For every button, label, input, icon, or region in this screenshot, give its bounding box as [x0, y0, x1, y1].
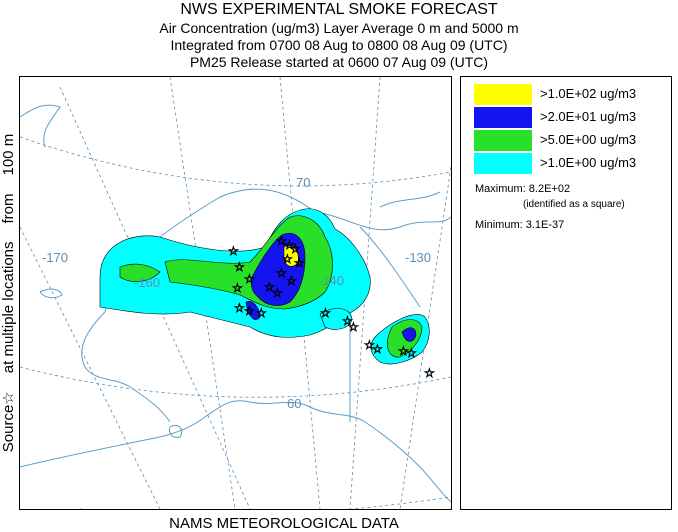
source-star: ☆	[234, 260, 245, 274]
smoke-plume	[99, 208, 430, 365]
legend-swatch	[474, 130, 532, 151]
integration-period: Integrated from 0700 08 Aug to 0800 08 A…	[170, 37, 508, 53]
lon-140-label: -140	[318, 273, 344, 288]
star-glyph: ☆	[0, 391, 17, 405]
west-coast	[81, 311, 171, 423]
kodiak-island	[169, 424, 183, 438]
source-star: ☆	[294, 256, 305, 270]
legend-label: >1.0E+00 ug/m3	[540, 155, 637, 170]
source-star: ☆	[276, 266, 287, 280]
source-star: ☆	[244, 304, 255, 318]
meridian-120	[399, 166, 451, 509]
source-star: ☆	[364, 338, 375, 352]
lat-60-label: 60	[287, 396, 301, 411]
maximum-note: (identified as a square)	[523, 199, 625, 210]
from-word: from	[0, 193, 17, 224]
lon-130-label: -130	[405, 250, 431, 265]
legend-panel: >1.0E+02 ug/m3 >2.0E+01 ug/m3 >5.0E+00 u…	[460, 76, 672, 510]
forecast-title: NWS EXPERIMENTAL SMOKE FORECAST	[180, 1, 498, 18]
source-star: ☆	[284, 238, 295, 252]
source-star: ☆	[424, 366, 435, 380]
legend-item-blue: >2.0E+01 ug/m3	[474, 107, 664, 128]
source-star: ☆	[348, 320, 359, 334]
legend-swatch	[474, 153, 532, 174]
source-star: ☆	[244, 272, 255, 286]
source-word: Source	[0, 404, 17, 453]
parallel-50	[80, 496, 451, 509]
legend-swatch	[474, 107, 532, 128]
yellow-contour-core	[283, 245, 299, 267]
source-markers: ☆ ☆ ☆ ☆ ☆ ☆ ☆ ☆ ☆ ☆ ☆ ☆ ☆ ☆ ☆ ☆ ☆ ☆ ☆ ☆ …	[228, 234, 436, 381]
legend-label: >2.0E+01 ug/m3	[540, 109, 637, 124]
meridian-170	[20, 226, 161, 509]
canada-rivers	[359, 191, 441, 308]
source-star: ☆	[282, 252, 293, 266]
meridian-160	[59, 86, 251, 509]
maximum-value: Maximum: 8.2E+02	[475, 183, 571, 195]
blue-contour-south	[245, 301, 261, 320]
blue-contour-yukon	[401, 327, 417, 342]
source-label: Source☆ at multiple locations from 100 m	[0, 73, 18, 513]
locations-text: at multiple locations	[0, 241, 17, 374]
source-star: ☆	[406, 346, 417, 360]
aleutian-chain	[20, 416, 206, 468]
south-coast	[204, 400, 366, 423]
cyan-contour-east	[319, 308, 353, 330]
source-star: ☆	[228, 244, 239, 258]
source-star: ☆	[264, 280, 275, 294]
source-star: ☆	[372, 342, 383, 356]
legend-item-cyan: >1.0E+00 ug/m3	[474, 153, 664, 174]
smoke-map: ☆ ☆ ☆ ☆ ☆ ☆ ☆ ☆ ☆ ☆ ☆ ☆ ☆ ☆ ☆ ☆ ☆ ☆ ☆ ☆ …	[20, 77, 451, 509]
met-data-footer: NAMS METEOROLOGICAL DATA	[169, 515, 399, 532]
source-star: ☆	[234, 301, 245, 315]
lon-160-label: -160	[134, 275, 160, 290]
lon-170-label: -170	[42, 250, 68, 265]
legend-item-green: >5.0E+00 ug/m3	[474, 130, 664, 151]
source-star: ☆	[272, 286, 283, 300]
lat-70-label: 70	[296, 175, 310, 190]
height-text: 100 m	[0, 133, 17, 176]
minimum-value: Minimum: 3.1E-37	[475, 219, 565, 231]
source-star: ☆	[256, 306, 267, 320]
parallel-70	[20, 136, 451, 187]
legend-label: >5.0E+00 ug/m3	[540, 132, 637, 147]
source-star: ☆	[276, 234, 287, 248]
green-contour-west	[119, 263, 161, 282]
source-star: ☆	[320, 306, 331, 320]
map-panel: ☆ ☆ ☆ ☆ ☆ ☆ ☆ ☆ ☆ ☆ ☆ ☆ ☆ ☆ ☆ ☆ ☆ ☆ ☆ ☆ …	[19, 76, 452, 510]
legend-label: >1.0E+02 ug/m3	[540, 86, 637, 101]
source-star: ☆	[286, 274, 297, 288]
concentration-subtitle: Air Concentration (ug/m3) Layer Average …	[159, 20, 519, 36]
graticule-labels: -170 -160 -140 -130 70 60	[42, 175, 431, 411]
source-star: ☆	[398, 344, 409, 358]
source-star: ☆	[232, 281, 243, 295]
source-star: ☆	[342, 314, 353, 328]
panhandle-coast	[364, 421, 451, 503]
release-info: PM25 Release started at 0600 07 Aug 09 (…	[189, 54, 489, 70]
st-lawrence-island	[39, 288, 63, 299]
source-star: ☆	[290, 242, 301, 256]
chukotka-coast	[20, 104, 61, 148]
parallel-60	[20, 366, 451, 398]
legend-item-yellow: >1.0E+02 ug/m3	[474, 84, 664, 105]
legend-swatch	[474, 84, 532, 105]
